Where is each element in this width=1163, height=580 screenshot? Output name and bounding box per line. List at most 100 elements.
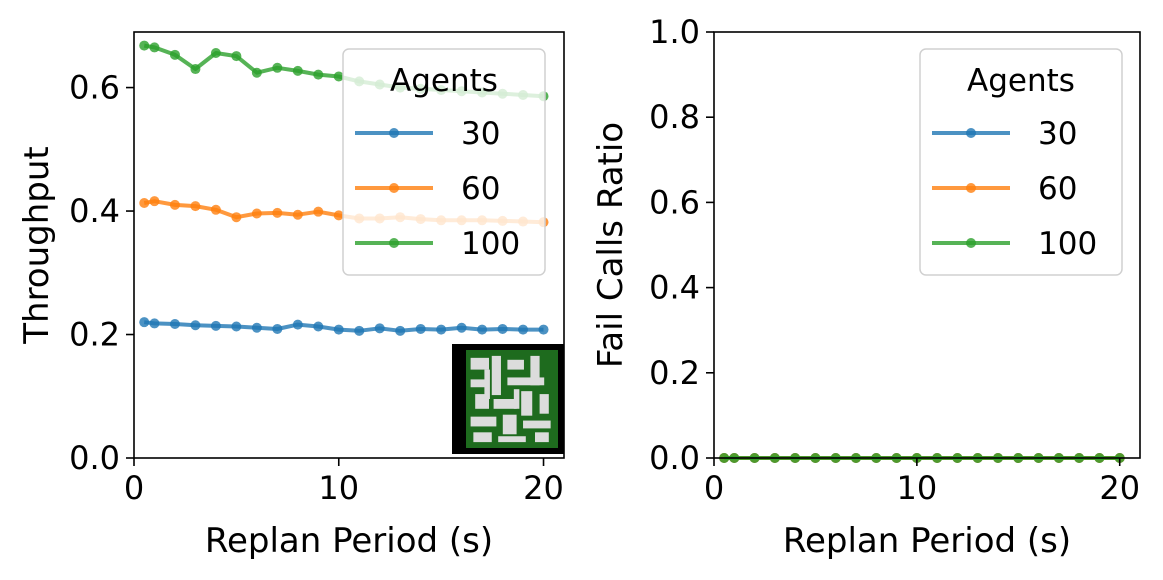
y-axis-label: Fail Calls Ratio [591, 122, 631, 368]
data-point-100 [272, 62, 283, 73]
data-point-60 [272, 207, 283, 218]
map-inset-free-cell [507, 377, 545, 386]
y-tick-label: 0.0 [69, 439, 120, 477]
map-inset-free-cell [470, 379, 488, 388]
data-point-60 [210, 204, 221, 215]
legend-label-30: 30 [461, 116, 500, 152]
map-inset-free-cell [470, 416, 497, 427]
x-axis-label: Replan Period (s) [205, 521, 493, 561]
map-inset-free-cell [523, 420, 551, 429]
legend-marker-30 [966, 128, 976, 138]
data-point-60 [190, 201, 201, 212]
data-point-30 [251, 322, 262, 333]
data-point-60 [333, 210, 344, 221]
map-inset-free-cell [507, 359, 524, 370]
data-point-30 [374, 323, 385, 334]
plot-frame [133, 31, 565, 459]
data-point-30 [190, 320, 201, 331]
throughput-chart: 0 10 20 0.0 0.2 0.4 0.6 Replan Period (s) Throug… [17, 31, 565, 561]
legend-label-100: 100 [1038, 226, 1097, 262]
y-tick-label: 0.6 [649, 183, 700, 221]
data-point-60 [169, 199, 180, 210]
data-point-60 [139, 198, 150, 209]
data-point-100 [169, 49, 180, 60]
data-point-30 [149, 318, 160, 329]
data-point-30 [333, 324, 344, 335]
data-point-30 [497, 323, 508, 334]
plot-frame [713, 31, 1141, 459]
fail-calls-ratio-chart: 0 10 20 0.0 0.2 0.4 0.6 0.8 1.0 Replan Period (s)… [591, 13, 1141, 561]
legend-label-30: 30 [1038, 116, 1077, 152]
data-point-100 [292, 65, 303, 76]
map-inset-free-cell [539, 394, 549, 414]
x-tick-label: 0 [124, 469, 144, 507]
data-point-60 [251, 208, 262, 219]
legend-marker-100 [966, 238, 976, 248]
data-point-30 [477, 324, 488, 335]
data-point-30 [313, 321, 324, 332]
data-point-30 [169, 319, 180, 330]
legend-box [342, 48, 546, 276]
y-tick-label: 0.2 [649, 354, 700, 392]
y-tick-label: 0.8 [649, 98, 700, 136]
data-point-100 [190, 64, 201, 75]
data-point-60 [149, 196, 160, 207]
data-point-30 [395, 325, 406, 336]
map-inset-free-cell [493, 399, 517, 409]
data-point-100 [251, 67, 262, 78]
y-tick-label: 0.6 [69, 69, 120, 107]
map-inset-free-cell [513, 389, 520, 409]
data-point-30 [456, 322, 467, 333]
legend: Agents 30 60 100 [342, 48, 546, 276]
map-inset-free-cell [502, 414, 517, 435]
y-tick-label: 0.0 [649, 439, 700, 477]
data-point-30 [354, 325, 365, 336]
map-inset-free-cell [484, 369, 490, 399]
data-point-30 [139, 317, 150, 328]
data-point-60 [231, 212, 242, 223]
data-point-60 [313, 206, 324, 217]
map-inset-free-cell [470, 357, 489, 370]
y-tick-label: 0.4 [69, 192, 120, 230]
data-point-100 [333, 71, 344, 82]
legend-box [919, 48, 1123, 276]
legend-marker-60 [389, 183, 399, 193]
legend: Agents 30 60 100 [919, 48, 1123, 276]
x-axis-label: Replan Period (s) [783, 521, 1071, 561]
data-point-30 [538, 324, 549, 335]
data-point-100 [231, 51, 242, 62]
data-point-30 [436, 324, 447, 335]
y-axis-label: Throughput [17, 146, 57, 345]
legend-label-60: 60 [461, 171, 500, 207]
legend-title: Agents [967, 63, 1075, 99]
x-tick-label: 0 [704, 469, 724, 507]
x-tick-label: 20 [1099, 469, 1140, 507]
map-inset-free-cell [530, 355, 540, 386]
legend-marker-30 [389, 128, 399, 138]
map-inset-free-cell [473, 432, 492, 443]
data-point-30 [231, 321, 242, 332]
map-inset-free-cell [498, 436, 526, 443]
legend-marker-100 [389, 238, 399, 248]
map-inset-free-cell [491, 355, 501, 396]
legend-label-60: 60 [1038, 171, 1077, 207]
data-point-60 [292, 209, 303, 220]
data-point-100 [313, 69, 324, 80]
data-point-30 [292, 319, 303, 330]
map-inset [452, 344, 564, 454]
data-point-30 [518, 324, 529, 335]
legend-title: Agents [390, 63, 498, 99]
data-point-100 [139, 40, 150, 51]
x-tick-label: 20 [523, 469, 564, 507]
map-inset-free-cell [521, 391, 533, 416]
y-tick-label: 1.0 [649, 13, 700, 51]
y-tick-label: 0.2 [69, 316, 120, 354]
y-tick-label: 0.4 [649, 269, 700, 307]
legend-marker-60 [966, 183, 976, 193]
map-inset-free-cell [535, 432, 549, 443]
x-tick-label: 10 [896, 469, 937, 507]
data-point-30 [272, 323, 283, 334]
data-point-30 [415, 323, 426, 334]
data-point-100 [210, 47, 221, 58]
